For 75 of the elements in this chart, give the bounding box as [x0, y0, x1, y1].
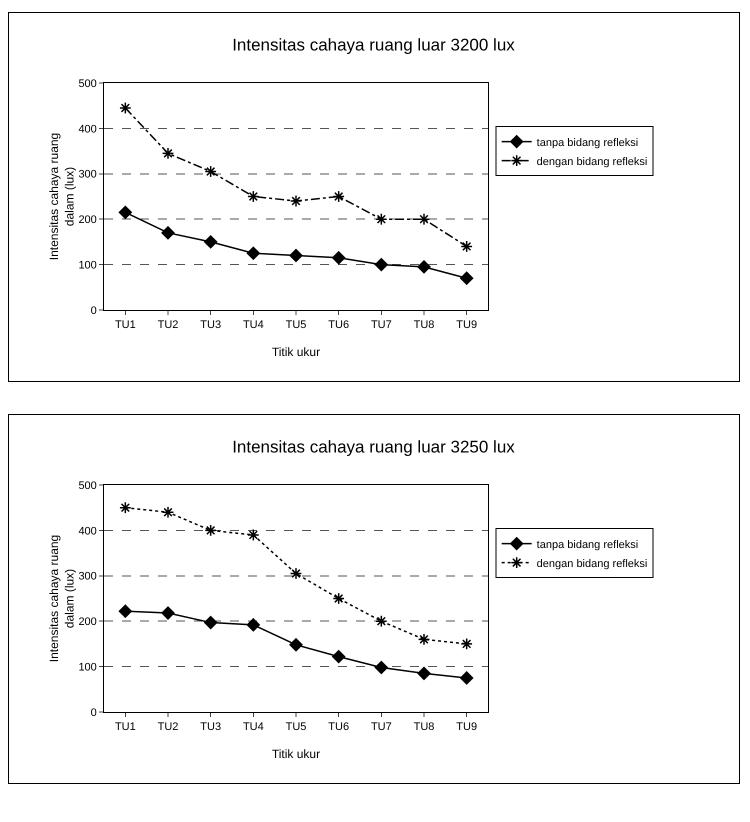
point — [374, 660, 388, 674]
legend-label: tanpa bidang refleksi — [536, 538, 638, 551]
y-axis-title: Intensitas cahaya ruang dalam (lux) — [46, 534, 76, 662]
point — [460, 240, 473, 253]
x-tick-label: TU1 — [114, 319, 136, 332]
x-tick-label: TU1 — [114, 721, 136, 734]
point — [247, 528, 260, 542]
point — [417, 260, 431, 274]
x-tick-label: TU8 — [414, 721, 434, 734]
point — [460, 671, 474, 685]
legend-label: dengan bidang refleksi — [536, 156, 648, 168]
y-tick-label: 400 — [78, 123, 97, 136]
legend-label: dengan bidang refleksi — [536, 558, 648, 570]
point — [118, 604, 132, 618]
point — [204, 235, 218, 248]
point — [289, 248, 303, 262]
y-tick-label: 400 — [78, 525, 97, 538]
point — [417, 666, 431, 680]
point — [204, 524, 217, 537]
x-tick-label: TU5 — [286, 721, 306, 734]
x-tick-label: TU2 — [158, 319, 178, 332]
x-tick-label: TU4 — [242, 721, 264, 734]
x-tick-label: TU8 — [414, 319, 434, 332]
y-tick-label: 100 — [78, 661, 97, 674]
chart-title: Intensitas cahaya ruang luar 3200 lux — [232, 36, 516, 55]
point — [375, 615, 388, 628]
x-tick-label: TU9 — [456, 721, 478, 734]
point — [162, 506, 174, 518]
x-tick-label: TU7 — [370, 319, 392, 332]
y-tick-label: 0 — [90, 706, 97, 719]
point — [418, 633, 430, 646]
x-tick-label: TU4 — [242, 319, 264, 332]
point — [332, 650, 346, 664]
x-tick-label: TU2 — [158, 721, 178, 734]
point — [375, 213, 388, 226]
x-axis-title: Titik ukur — [272, 345, 320, 359]
point — [332, 251, 346, 264]
x-tick-label: TU6 — [328, 721, 350, 734]
point — [161, 226, 175, 240]
y-tick-label: 0 — [90, 304, 97, 317]
point — [161, 606, 175, 620]
point — [290, 194, 302, 208]
point — [118, 206, 132, 219]
y-tick-label: 100 — [78, 259, 97, 272]
point — [204, 165, 217, 178]
point — [460, 272, 474, 285]
point — [204, 616, 218, 630]
x-tick-label: TU5 — [286, 319, 306, 332]
y-tick-label: 300 — [78, 570, 97, 583]
y-tick-label: 200 — [78, 616, 97, 628]
y-axis-title: Intensitas cahaya ruang dalam (lux) — [46, 132, 76, 260]
legend-label: tanpa bidang refleksi — [536, 136, 638, 149]
x-tick-label: TU3 — [200, 319, 222, 332]
x-tick-label: TU6 — [328, 319, 350, 332]
y-tick-label: 500 — [78, 78, 97, 90]
x-tick-label: TU9 — [456, 319, 478, 332]
point — [119, 102, 132, 114]
point — [290, 567, 302, 580]
point — [247, 190, 260, 203]
x-axis-title: Titik ukur — [272, 747, 320, 761]
point — [246, 246, 260, 260]
x-tick-label: TU3 — [200, 721, 222, 734]
y-tick-label: 500 — [78, 480, 97, 492]
chart-title: Intensitas cahaya ruang luar 3250 lux — [232, 438, 516, 457]
point — [332, 592, 345, 605]
point — [374, 258, 388, 272]
point — [162, 147, 174, 160]
y-tick-label: 300 — [78, 168, 97, 181]
y-tick-label: 200 — [78, 214, 97, 226]
point — [289, 638, 303, 652]
point — [460, 638, 473, 650]
point — [332, 190, 345, 203]
point — [246, 618, 260, 632]
point — [119, 502, 132, 514]
x-tick-label: TU7 — [370, 721, 392, 734]
